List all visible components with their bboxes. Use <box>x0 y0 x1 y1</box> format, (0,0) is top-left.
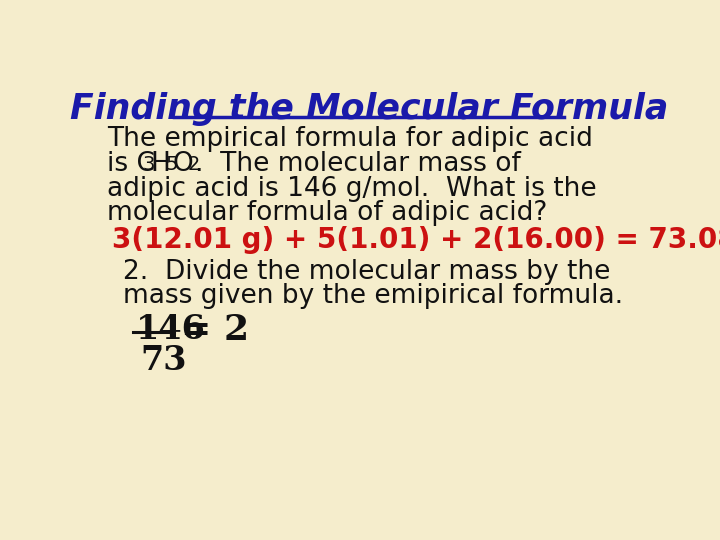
Text: 3: 3 <box>143 155 155 174</box>
Text: 146: 146 <box>136 313 206 346</box>
Text: .  The molecular mass of: . The molecular mass of <box>195 151 521 177</box>
Text: The empirical formula for adipic acid: The empirical formula for adipic acid <box>107 126 593 152</box>
Text: 5: 5 <box>165 155 178 174</box>
Text: mass given by the emipirical formula.: mass given by the emipirical formula. <box>122 284 623 309</box>
Text: = 2: = 2 <box>181 313 249 347</box>
Text: Finding the Molecular Formula: Finding the Molecular Formula <box>70 92 668 126</box>
Text: adipic acid is 146 g/mol.  What is the: adipic acid is 146 g/mol. What is the <box>107 176 597 201</box>
Text: 2: 2 <box>188 155 200 174</box>
Text: 73: 73 <box>140 343 187 376</box>
Text: molecular formula of adipic acid?: molecular formula of adipic acid? <box>107 200 547 226</box>
Text: H: H <box>150 151 171 177</box>
Text: 2.  Divide the molecular mass by the: 2. Divide the molecular mass by the <box>122 259 610 285</box>
Text: O: O <box>173 151 194 177</box>
Text: is C: is C <box>107 151 155 177</box>
Text: 3(12.01 g) + 5(1.01) + 2(16.00) = 73.08 g: 3(12.01 g) + 5(1.01) + 2(16.00) = 73.08 … <box>112 226 720 254</box>
